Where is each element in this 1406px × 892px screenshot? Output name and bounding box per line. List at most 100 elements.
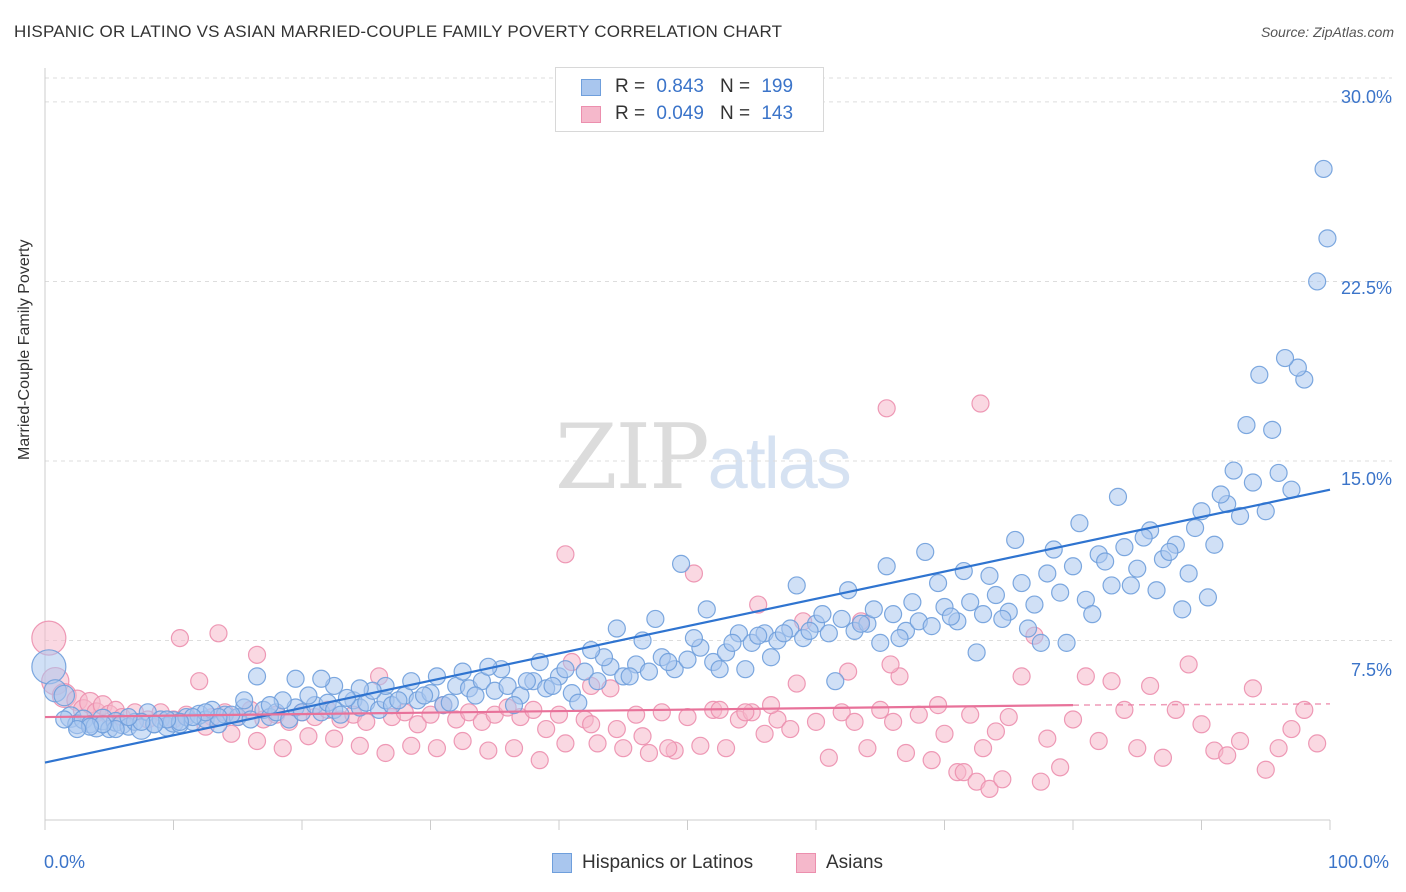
hispanic-trend-line (44, 488, 1331, 764)
y-tick-label-7-5: 7.5% (1350, 660, 1392, 680)
hispanic-point (498, 676, 517, 696)
hispanic-point (260, 696, 279, 715)
asian-point (427, 739, 447, 758)
asian-point (755, 724, 774, 743)
hispanic-point (986, 585, 1006, 605)
hispanic-point (678, 650, 697, 669)
asian-point (504, 739, 524, 758)
hispanic-point (1237, 415, 1256, 435)
hispanic-point (588, 672, 607, 691)
asian-point (408, 715, 427, 734)
y-tick-label-15: 15.0% (1340, 469, 1392, 489)
hispanic-point (1051, 583, 1070, 602)
asian-point (659, 739, 678, 758)
asian-point (971, 394, 990, 413)
asian-point (633, 727, 652, 746)
hispanic-point (883, 605, 903, 624)
hispanic-point (871, 633, 890, 652)
hispanic-point (1108, 487, 1128, 506)
asian-point (1063, 710, 1083, 729)
asian-point (819, 748, 838, 767)
legend-n-label: N = (719, 103, 751, 124)
asian-point (325, 729, 344, 748)
asian-point (453, 731, 472, 751)
asian-point (858, 739, 877, 758)
asian-point (1153, 748, 1173, 767)
asian-point (999, 707, 1018, 727)
bottom-legend-hispanic: Hispanics or Latinos (552, 852, 753, 874)
hispanic-point (1179, 564, 1198, 583)
asian-point (806, 712, 826, 731)
asian-point (652, 703, 671, 722)
hispanic-point (607, 619, 626, 638)
hispanic-point (851, 614, 871, 633)
asian-point (993, 770, 1012, 789)
hispanic-point (980, 566, 999, 585)
hispanic-point (1185, 518, 1205, 538)
hispanic-point (736, 660, 755, 679)
legend-r-value: 0.843 (656, 76, 704, 97)
asian-point (1128, 739, 1147, 758)
asian-point (922, 751, 941, 770)
asian-point (787, 674, 806, 693)
hispanic-point (993, 609, 1012, 629)
hispanic-point (1275, 348, 1295, 368)
hispanic-point (1121, 576, 1140, 595)
asian-point (871, 700, 890, 719)
hispanic-point (1205, 535, 1224, 554)
correlation-legend: R = 0.843 N = 199 R = 0.049 N = 143 (555, 67, 824, 132)
hispanic-point (569, 693, 588, 712)
hispanic-point (31, 649, 67, 685)
hispanic-point (749, 626, 768, 645)
hispanic-point (761, 648, 781, 667)
hispanic-point (864, 600, 883, 619)
asian-point (980, 779, 999, 798)
hispanic-point (1057, 633, 1076, 652)
hispanic-point (1230, 506, 1250, 526)
asian-point (935, 724, 954, 743)
asian-point (1230, 731, 1250, 751)
hispanic-point (1083, 605, 1102, 624)
legend-n-value: 199 (761, 76, 794, 97)
legend-swatch-pink (581, 105, 601, 123)
asian-point (877, 399, 896, 418)
bottom-legend-swatch-pink (796, 853, 816, 873)
asian-point (170, 628, 190, 648)
hispanic-point (1147, 581, 1166, 600)
asian-point (582, 715, 601, 734)
hispanic-point (1025, 595, 1044, 614)
hispanic-point (1012, 573, 1031, 593)
hispanic-point (556, 660, 575, 679)
hispanic-point (1006, 530, 1025, 550)
asian-point (479, 741, 498, 760)
asian-point (1089, 731, 1108, 751)
hispanic-point (312, 669, 331, 688)
hispanic-point (504, 696, 524, 715)
hispanic-point (543, 676, 562, 696)
asian-point (1140, 676, 1160, 696)
hispanic-point (826, 672, 845, 691)
asian-point (1051, 758, 1070, 777)
asian-point (986, 722, 1006, 741)
hispanic-point (639, 662, 659, 681)
asian-point (1192, 715, 1211, 734)
hispanic-point (928, 573, 948, 593)
hispanic-point (235, 691, 254, 710)
hispanic-point (922, 617, 941, 636)
asian-point (209, 624, 228, 643)
asian-point (247, 731, 267, 751)
hispanic-point (710, 660, 729, 679)
asian-point (376, 743, 395, 763)
asian-point (607, 719, 626, 739)
hispanic-point (414, 686, 434, 705)
y-tick-label-30: 30.0% (1340, 87, 1392, 107)
hispanic-point (620, 667, 639, 686)
hispanic-point (1115, 538, 1134, 557)
hispanic-point (671, 554, 691, 573)
asian-point (530, 751, 549, 770)
asian-point (1166, 700, 1185, 719)
hispanic-point (916, 542, 935, 562)
hispanic-point (1288, 358, 1307, 377)
asian-point (556, 734, 575, 753)
